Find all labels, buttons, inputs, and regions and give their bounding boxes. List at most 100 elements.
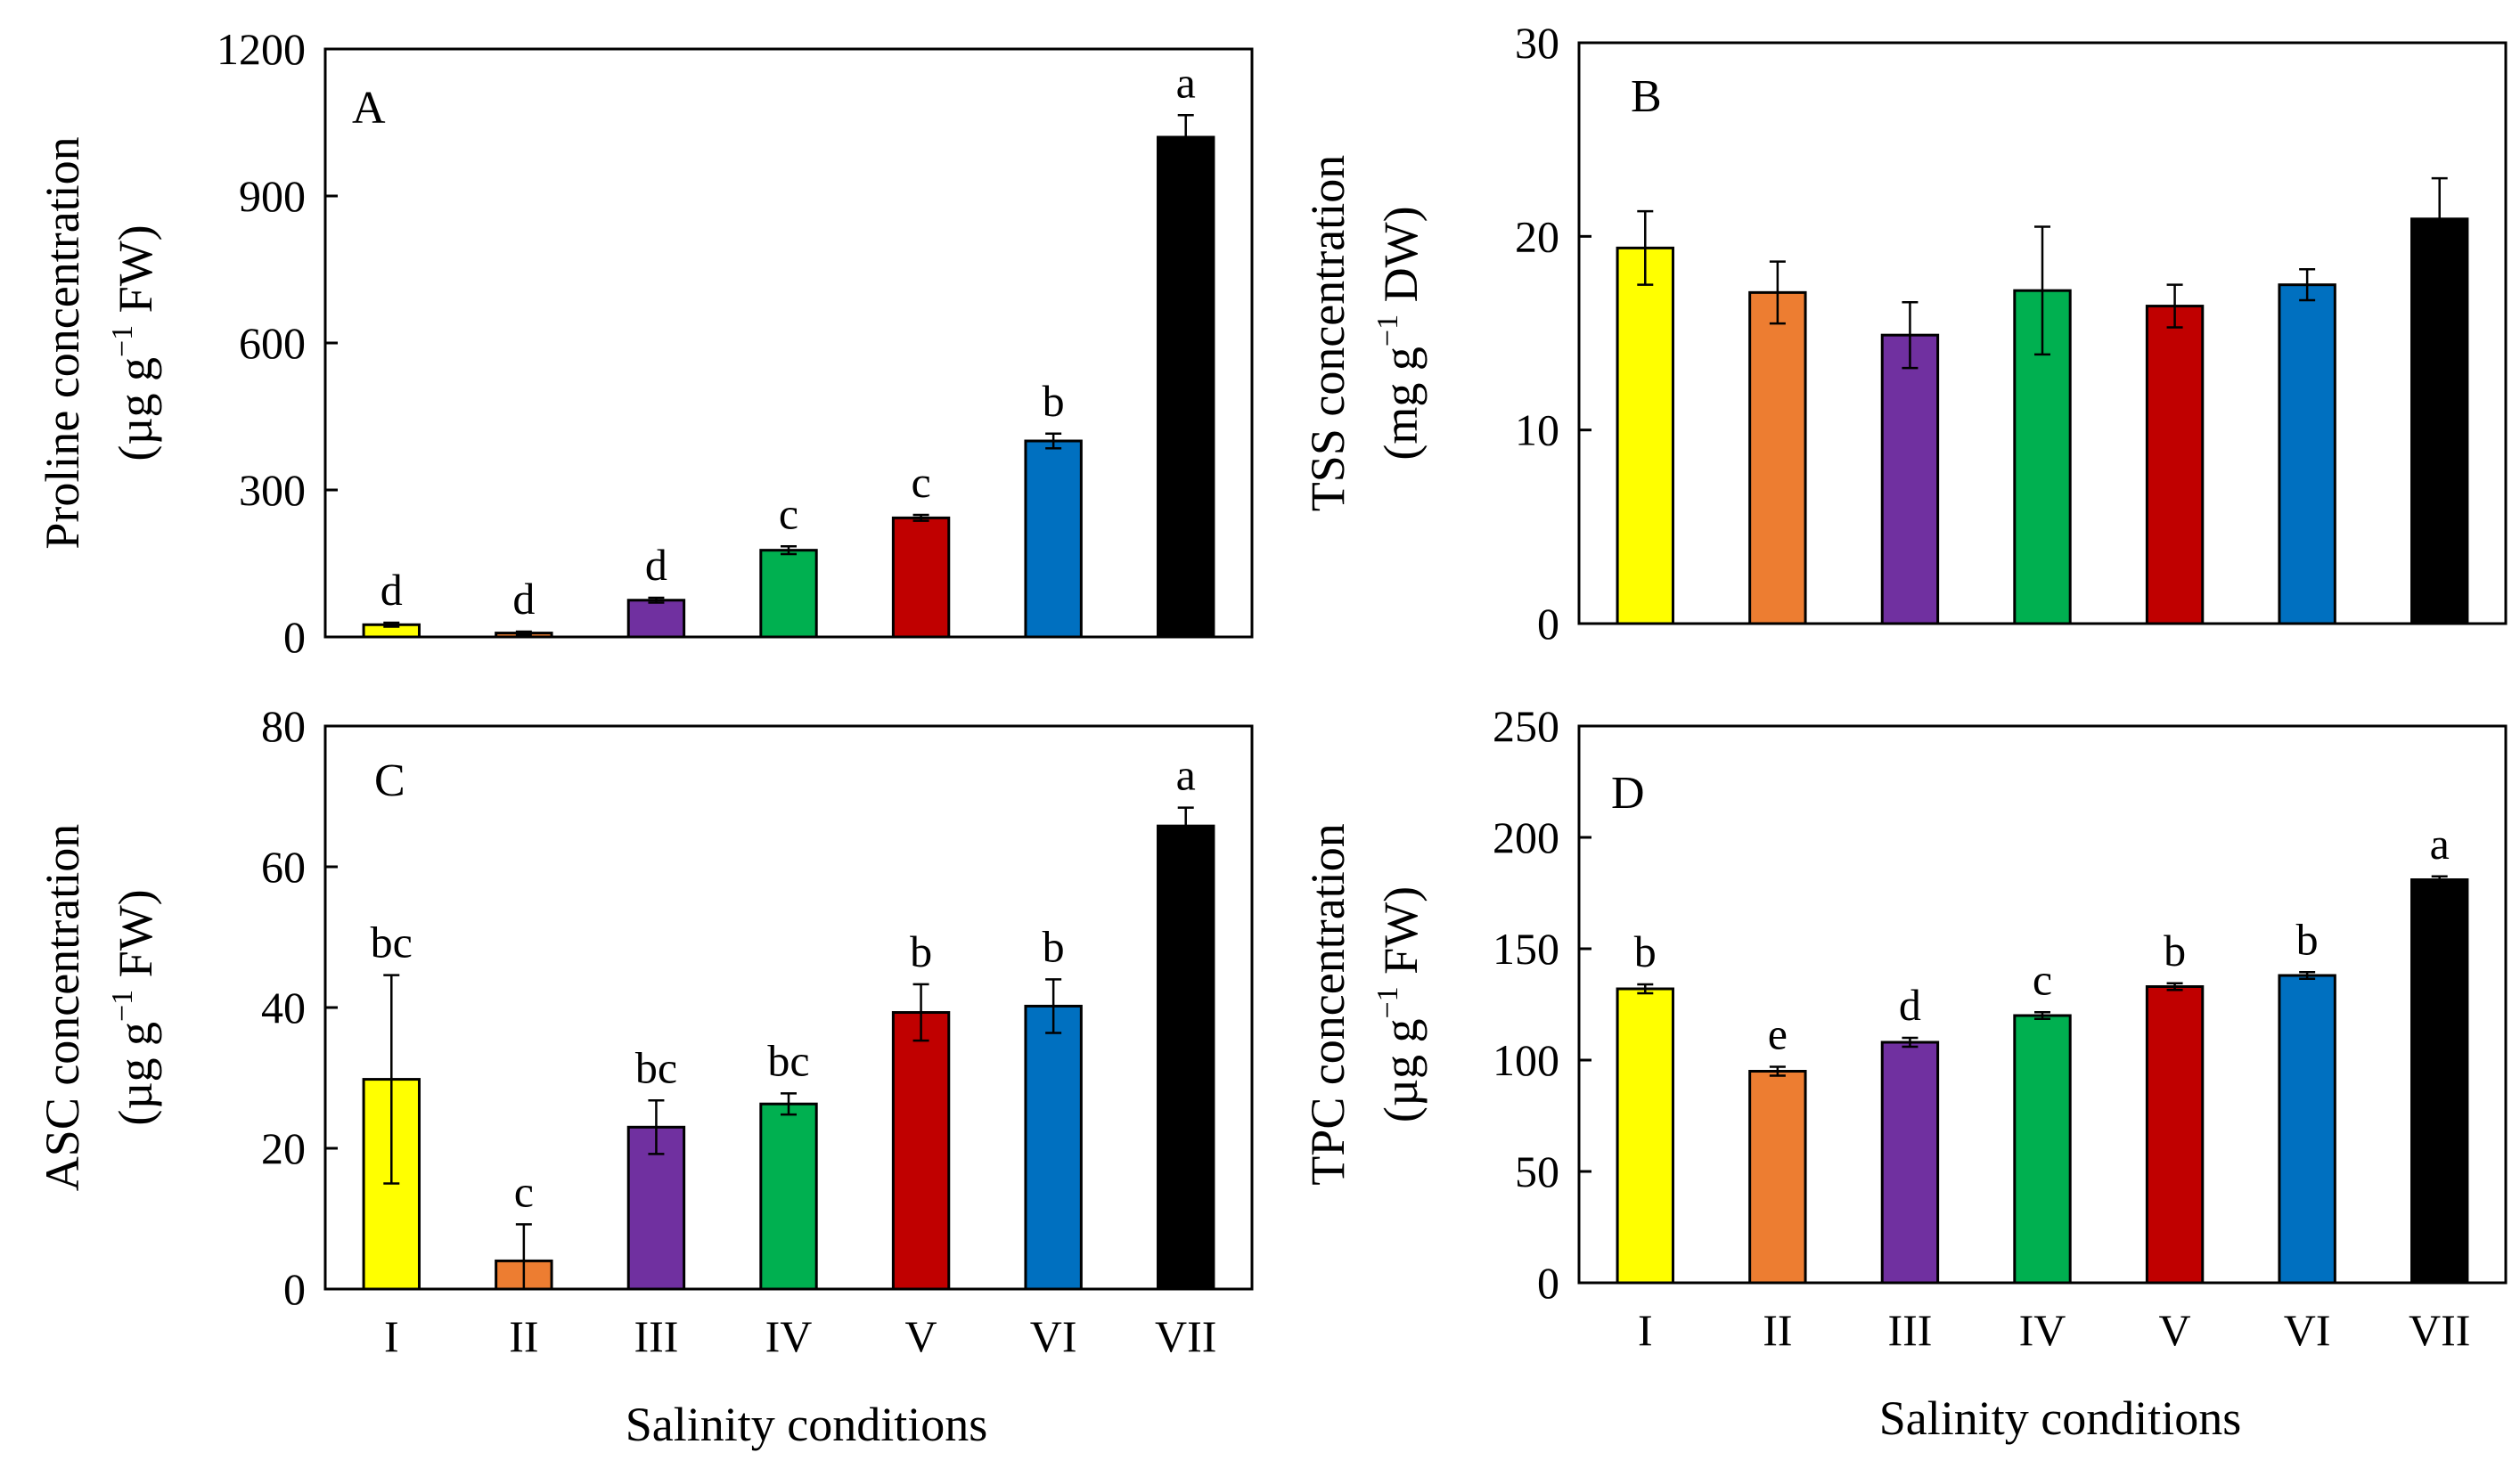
x-tick-label: III — [634, 1311, 678, 1361]
significance-letter: c — [779, 488, 798, 538]
y-axis-title: Proline concentration — [36, 136, 89, 549]
y-unit-post: FW) — [109, 224, 162, 324]
x-tick-label: IV — [765, 1311, 813, 1361]
panel-a: 0 300 600 900 1200 d d d c c b a A Proline concentrat… — [36, 24, 1254, 662]
bar-V — [2145, 985, 2205, 1285]
y-tick-label: 250 — [1493, 701, 1559, 751]
bar-I — [1616, 987, 1674, 1285]
significance-letter: a — [1176, 750, 1196, 800]
bar-IV — [759, 549, 818, 639]
panel-letter: C — [374, 755, 405, 806]
bar-IV — [2013, 1014, 2072, 1285]
panel-letter: D — [1611, 768, 1645, 819]
significance-letter: d — [645, 540, 667, 590]
y-tick-label: 20 — [261, 1123, 306, 1173]
x-tick-label: III — [1887, 1305, 1932, 1355]
y-unit-pre: (µg g — [109, 1022, 162, 1126]
y-unit-pre: (µg g — [109, 357, 162, 461]
y-tick-label: 30 — [1515, 18, 1559, 68]
y-tick-label: 0 — [1537, 599, 1559, 649]
y-axis-title: ASC concentration — [36, 824, 89, 1191]
x-tick-label: VII — [1155, 1311, 1216, 1361]
x-tick-label: VI — [2284, 1305, 2331, 1355]
y-unit-post: FW) — [1374, 886, 1428, 986]
significance-letter: b — [1043, 376, 1065, 426]
y-tick-label: 0 — [283, 612, 306, 662]
significance-letter: a — [1176, 57, 1196, 107]
significance-letter: c — [911, 457, 930, 507]
significance-letter: a — [2430, 819, 2450, 869]
panel-d: 0 50 100 150 200 250 b Ie II d III c IV b Vb VI a VII D TPC… — [1301, 701, 2508, 1445]
bar-VII — [2410, 217, 2469, 625]
significance-letter: b — [2296, 914, 2319, 964]
significance-letter: bc — [635, 1042, 677, 1092]
x-tick-label: V — [2159, 1305, 2191, 1355]
x-axis-title: Salinity conditions — [1879, 1391, 2242, 1445]
bar-II — [1748, 290, 1807, 625]
y-tick-label: 200 — [1493, 812, 1559, 862]
bar-VI — [2278, 974, 2336, 1285]
y-tick-label: 80 — [261, 701, 306, 751]
panel-letter: A — [352, 83, 386, 134]
y-unit-superscript: −1 — [1371, 314, 1404, 347]
y-tick-label: 40 — [261, 983, 306, 1032]
bar-II — [1748, 1070, 1807, 1285]
significance-letter: e — [1768, 1009, 1788, 1059]
panel-letter: B — [1631, 71, 1662, 122]
bar-VI — [1024, 439, 1083, 639]
y-axis-unit: (µg g−1 FW) — [1371, 886, 1428, 1122]
bar-VII — [1157, 135, 1215, 639]
significance-letter: b — [910, 926, 932, 976]
y-tick-label: 300 — [239, 465, 306, 515]
x-tick-label: I — [384, 1311, 399, 1361]
bar-III — [626, 599, 686, 639]
bar-V — [891, 516, 951, 639]
significance-letter: b — [1634, 926, 1657, 976]
bar-III — [1880, 1040, 1940, 1285]
y-axis-unit: (µg g−1 FW) — [106, 224, 162, 461]
y-tick-label: 900 — [239, 171, 306, 221]
x-axis-title: Salinity conditions — [626, 1398, 988, 1451]
panel-c: 0 20 40 60 80 bc Ic II bc III bc IV b Vb VI a VII C ASC co… — [36, 701, 1254, 1451]
x-tick-label: II — [509, 1311, 538, 1361]
y-unit-superscript: −1 — [106, 990, 139, 1022]
y-tick-label: 50 — [1515, 1147, 1559, 1196]
bar-I — [1616, 246, 1674, 625]
y-tick-label: 100 — [1493, 1035, 1559, 1085]
y-tick-label: 1200 — [217, 24, 306, 74]
y-axis-unit: (µg g−1 FW) — [106, 889, 162, 1125]
significance-letter: d — [512, 574, 535, 624]
significance-letter: bc — [767, 1035, 809, 1085]
bar-IV — [759, 1102, 818, 1291]
significance-letter: d — [380, 565, 403, 615]
y-tick-label: 60 — [261, 842, 306, 892]
significance-letter: c — [2033, 954, 2052, 1004]
y-unit-superscript: −1 — [1371, 986, 1404, 1018]
x-tick-label: I — [1638, 1305, 1653, 1355]
significance-letter: b — [2164, 926, 2186, 975]
panel-b: 0 10 20 30 B TSS concentration (mg g−1 DW) — [1301, 18, 2508, 649]
significance-letter: c — [514, 1166, 534, 1216]
y-axis-title: TSS concentration — [1301, 155, 1354, 511]
bar-VII — [2410, 878, 2469, 1285]
y-tick-label: 10 — [1515, 405, 1559, 455]
significance-letter: d — [1899, 980, 1921, 1030]
significance-letter: b — [1043, 921, 1065, 971]
y-unit-superscript: −1 — [106, 325, 139, 357]
bar-III — [1880, 333, 1940, 625]
y-unit-pre: (µg g — [1374, 1019, 1428, 1123]
y-axis-title: TPC concentration — [1301, 823, 1354, 1185]
bar-VI — [2278, 283, 2336, 625]
y-axis-unit: (mg g−1 DW) — [1371, 206, 1428, 460]
y-tick-label: 150 — [1493, 924, 1559, 974]
y-tick-label: 600 — [239, 318, 306, 368]
significance-letter: bc — [371, 918, 413, 967]
y-tick-label: 20 — [1515, 211, 1559, 261]
x-tick-label: VI — [1030, 1311, 1077, 1361]
y-unit-post: DW) — [1374, 206, 1428, 314]
bar-VI — [1024, 1004, 1083, 1291]
y-tick-label: 0 — [283, 1264, 306, 1314]
bar-V — [891, 1011, 951, 1291]
y-tick-label: 0 — [1537, 1258, 1559, 1308]
